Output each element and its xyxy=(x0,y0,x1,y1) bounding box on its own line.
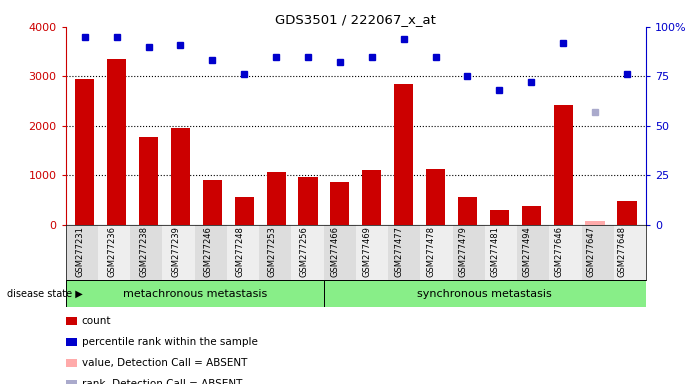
Bar xyxy=(362,170,381,225)
Text: GSM277248: GSM277248 xyxy=(235,226,244,277)
Bar xyxy=(458,197,477,225)
Text: GSM277477: GSM277477 xyxy=(395,226,404,277)
Bar xyxy=(330,182,350,225)
Bar xyxy=(522,206,541,225)
Text: GSM277231: GSM277231 xyxy=(76,226,85,277)
Title: GDS3501 / 222067_x_at: GDS3501 / 222067_x_at xyxy=(276,13,436,26)
Text: GSM277647: GSM277647 xyxy=(586,226,595,277)
Text: percentile rank within the sample: percentile rank within the sample xyxy=(82,337,258,347)
Bar xyxy=(227,225,259,280)
Bar xyxy=(323,280,646,307)
Bar xyxy=(75,79,95,225)
Bar xyxy=(130,225,162,280)
Text: GSM277238: GSM277238 xyxy=(140,226,149,277)
Bar xyxy=(292,225,323,280)
Text: GSM277646: GSM277646 xyxy=(554,226,563,277)
Text: synchronous metastasis: synchronous metastasis xyxy=(417,289,552,299)
Bar xyxy=(259,225,292,280)
Bar xyxy=(299,177,318,225)
Text: GSM277239: GSM277239 xyxy=(171,226,180,277)
Bar xyxy=(585,221,605,225)
Bar xyxy=(426,169,445,225)
Text: GSM277469: GSM277469 xyxy=(363,226,372,277)
Bar xyxy=(549,225,582,280)
Bar xyxy=(356,225,388,280)
Text: GSM277466: GSM277466 xyxy=(331,226,340,277)
Bar xyxy=(107,59,126,225)
Bar xyxy=(171,128,190,225)
Bar xyxy=(66,280,323,307)
Bar xyxy=(453,225,485,280)
Bar xyxy=(98,225,130,280)
Bar xyxy=(162,225,195,280)
Text: GSM277246: GSM277246 xyxy=(203,226,212,277)
Bar xyxy=(517,225,549,280)
Bar xyxy=(323,225,356,280)
Bar xyxy=(139,137,158,225)
Bar xyxy=(388,225,420,280)
Bar xyxy=(490,210,509,225)
Text: GSM277648: GSM277648 xyxy=(618,226,627,277)
Text: GSM277253: GSM277253 xyxy=(267,226,276,277)
Bar xyxy=(235,197,254,225)
Text: rank, Detection Call = ABSENT: rank, Detection Call = ABSENT xyxy=(82,379,242,384)
Text: GSM277256: GSM277256 xyxy=(299,226,308,277)
Bar xyxy=(582,225,614,280)
Text: metachronous metastasis: metachronous metastasis xyxy=(122,289,267,299)
Text: GSM277481: GSM277481 xyxy=(491,226,500,277)
Text: GSM277479: GSM277479 xyxy=(459,226,468,277)
Text: count: count xyxy=(82,316,111,326)
Text: GSM277494: GSM277494 xyxy=(522,226,531,277)
Bar xyxy=(617,201,636,225)
Bar xyxy=(553,105,573,225)
Text: value, Detection Call = ABSENT: value, Detection Call = ABSENT xyxy=(82,358,247,368)
Text: GSM277236: GSM277236 xyxy=(108,226,117,277)
Bar xyxy=(202,180,222,225)
Bar xyxy=(420,225,453,280)
Bar xyxy=(614,225,646,280)
Bar xyxy=(195,225,227,280)
Text: disease state ▶: disease state ▶ xyxy=(7,289,83,299)
Text: GSM277478: GSM277478 xyxy=(426,226,435,277)
Bar xyxy=(66,225,98,280)
Bar xyxy=(394,84,413,225)
Bar xyxy=(485,225,517,280)
Bar xyxy=(267,172,285,225)
